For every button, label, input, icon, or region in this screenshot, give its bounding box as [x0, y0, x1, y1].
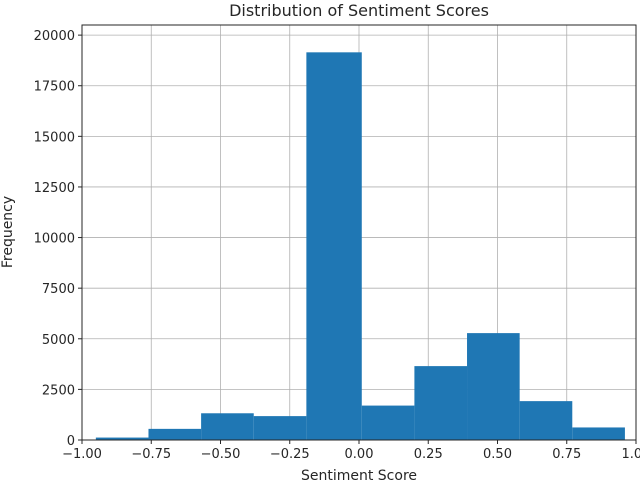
y-tick-label: 0: [67, 434, 75, 449]
x-tick-label: 0.25: [414, 447, 443, 462]
x-axis-title: Sentiment Score: [301, 468, 417, 482]
histogram-bar: [361, 405, 415, 440]
y-tick-label: 5000: [42, 333, 75, 348]
histogram-bar: [414, 366, 468, 440]
histogram-bar: [519, 401, 573, 440]
y-axis-ticks: 0 2500 5000 7500 10000 12500 15000 17500 20000: [34, 29, 82, 449]
y-tick-label: 17500: [34, 80, 75, 95]
chart-title: Distribution of Sentiment Scores: [229, 1, 489, 20]
histogram-bars: [95, 52, 625, 440]
x-tick-label: 0.75: [552, 447, 581, 462]
x-axis-ticks: −1.00 −0.75 −0.50 −0.25 0.00 0.25 0.50 0.75 1.00: [62, 440, 640, 462]
x-tick-label: −0.25: [270, 447, 310, 462]
histogram-bar: [148, 428, 202, 440]
y-axis-title: Frequency: [0, 196, 16, 268]
x-tick-label: −0.50: [201, 447, 241, 462]
y-tick-label: 10000: [34, 232, 75, 247]
y-tick-label: 7500: [42, 282, 75, 297]
y-tick-label: 20000: [34, 29, 75, 44]
histogram-bar: [95, 437, 149, 440]
y-tick-label: 2500: [42, 383, 75, 398]
x-tick-label: 0.00: [345, 447, 374, 462]
x-tick-label: 1.00: [622, 447, 640, 462]
x-tick-label: 0.50: [483, 447, 512, 462]
histogram-bar: [306, 52, 362, 440]
histogram-bar: [572, 427, 625, 440]
histogram-bar: [201, 413, 254, 440]
histogram-bar: [253, 416, 307, 440]
histogram-bar: [467, 333, 520, 440]
x-tick-label: −1.00: [62, 447, 102, 462]
x-tick-label: −0.75: [131, 447, 171, 462]
y-tick-label: 12500: [34, 181, 75, 196]
y-tick-label: 15000: [34, 130, 75, 145]
